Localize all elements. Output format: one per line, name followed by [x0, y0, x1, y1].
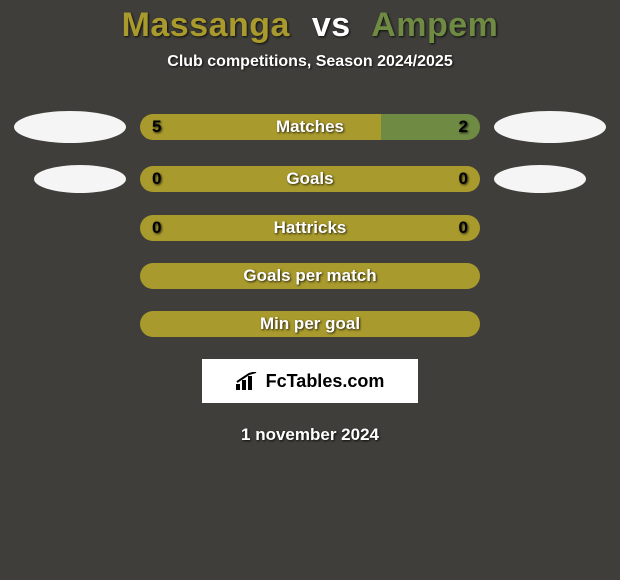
title-player1: Massanga [122, 6, 290, 44]
stat-row: Min per goal [10, 311, 610, 337]
stat-label: Matches [276, 117, 344, 137]
stat-row: Hattricks 0 0 [10, 215, 610, 241]
right-value: 0 [459, 169, 468, 189]
subtitle: Club competitions, Season 2024/2025 [0, 53, 620, 71]
date-label: 1 november 2024 [0, 425, 620, 445]
right-ellipse [494, 165, 586, 193]
stat-row: Goals 0 0 [10, 165, 610, 193]
page-title: Massanga vs Ampem [0, 0, 620, 45]
watermark: FcTables.com [202, 359, 418, 403]
title-player2: Ampem [371, 6, 498, 44]
stat-bar: Min per goal [140, 311, 480, 337]
stat-label: Goals per match [243, 266, 376, 286]
bar-segment [140, 114, 381, 140]
stat-label: Goals [286, 169, 333, 189]
title-vs: vs [312, 6, 351, 44]
right-value: 2 [459, 117, 468, 137]
right-value: 0 [459, 218, 468, 238]
stat-bar: Matches 5 2 [140, 114, 480, 140]
stat-label: Hattricks [274, 218, 347, 238]
left-ellipse [34, 165, 126, 193]
stat-bar: Goals 0 0 [140, 166, 480, 192]
stat-label: Min per goal [260, 314, 360, 334]
right-ellipse [494, 111, 606, 143]
stat-row: Matches 5 2 [10, 111, 610, 143]
left-ellipse [14, 111, 126, 143]
stat-bar: Goals per match [140, 263, 480, 289]
left-value: 0 [152, 218, 161, 238]
left-value: 5 [152, 117, 161, 137]
left-value: 0 [152, 169, 161, 189]
stat-bar: Hattricks 0 0 [140, 215, 480, 241]
stat-rows: Matches 5 2 Goals 0 0 Hattricks 0 0 Goals per mat… [0, 111, 620, 337]
watermark-text: FcTables.com [266, 371, 385, 392]
chart-icon [236, 372, 258, 390]
stat-row: Goals per match [10, 263, 610, 289]
